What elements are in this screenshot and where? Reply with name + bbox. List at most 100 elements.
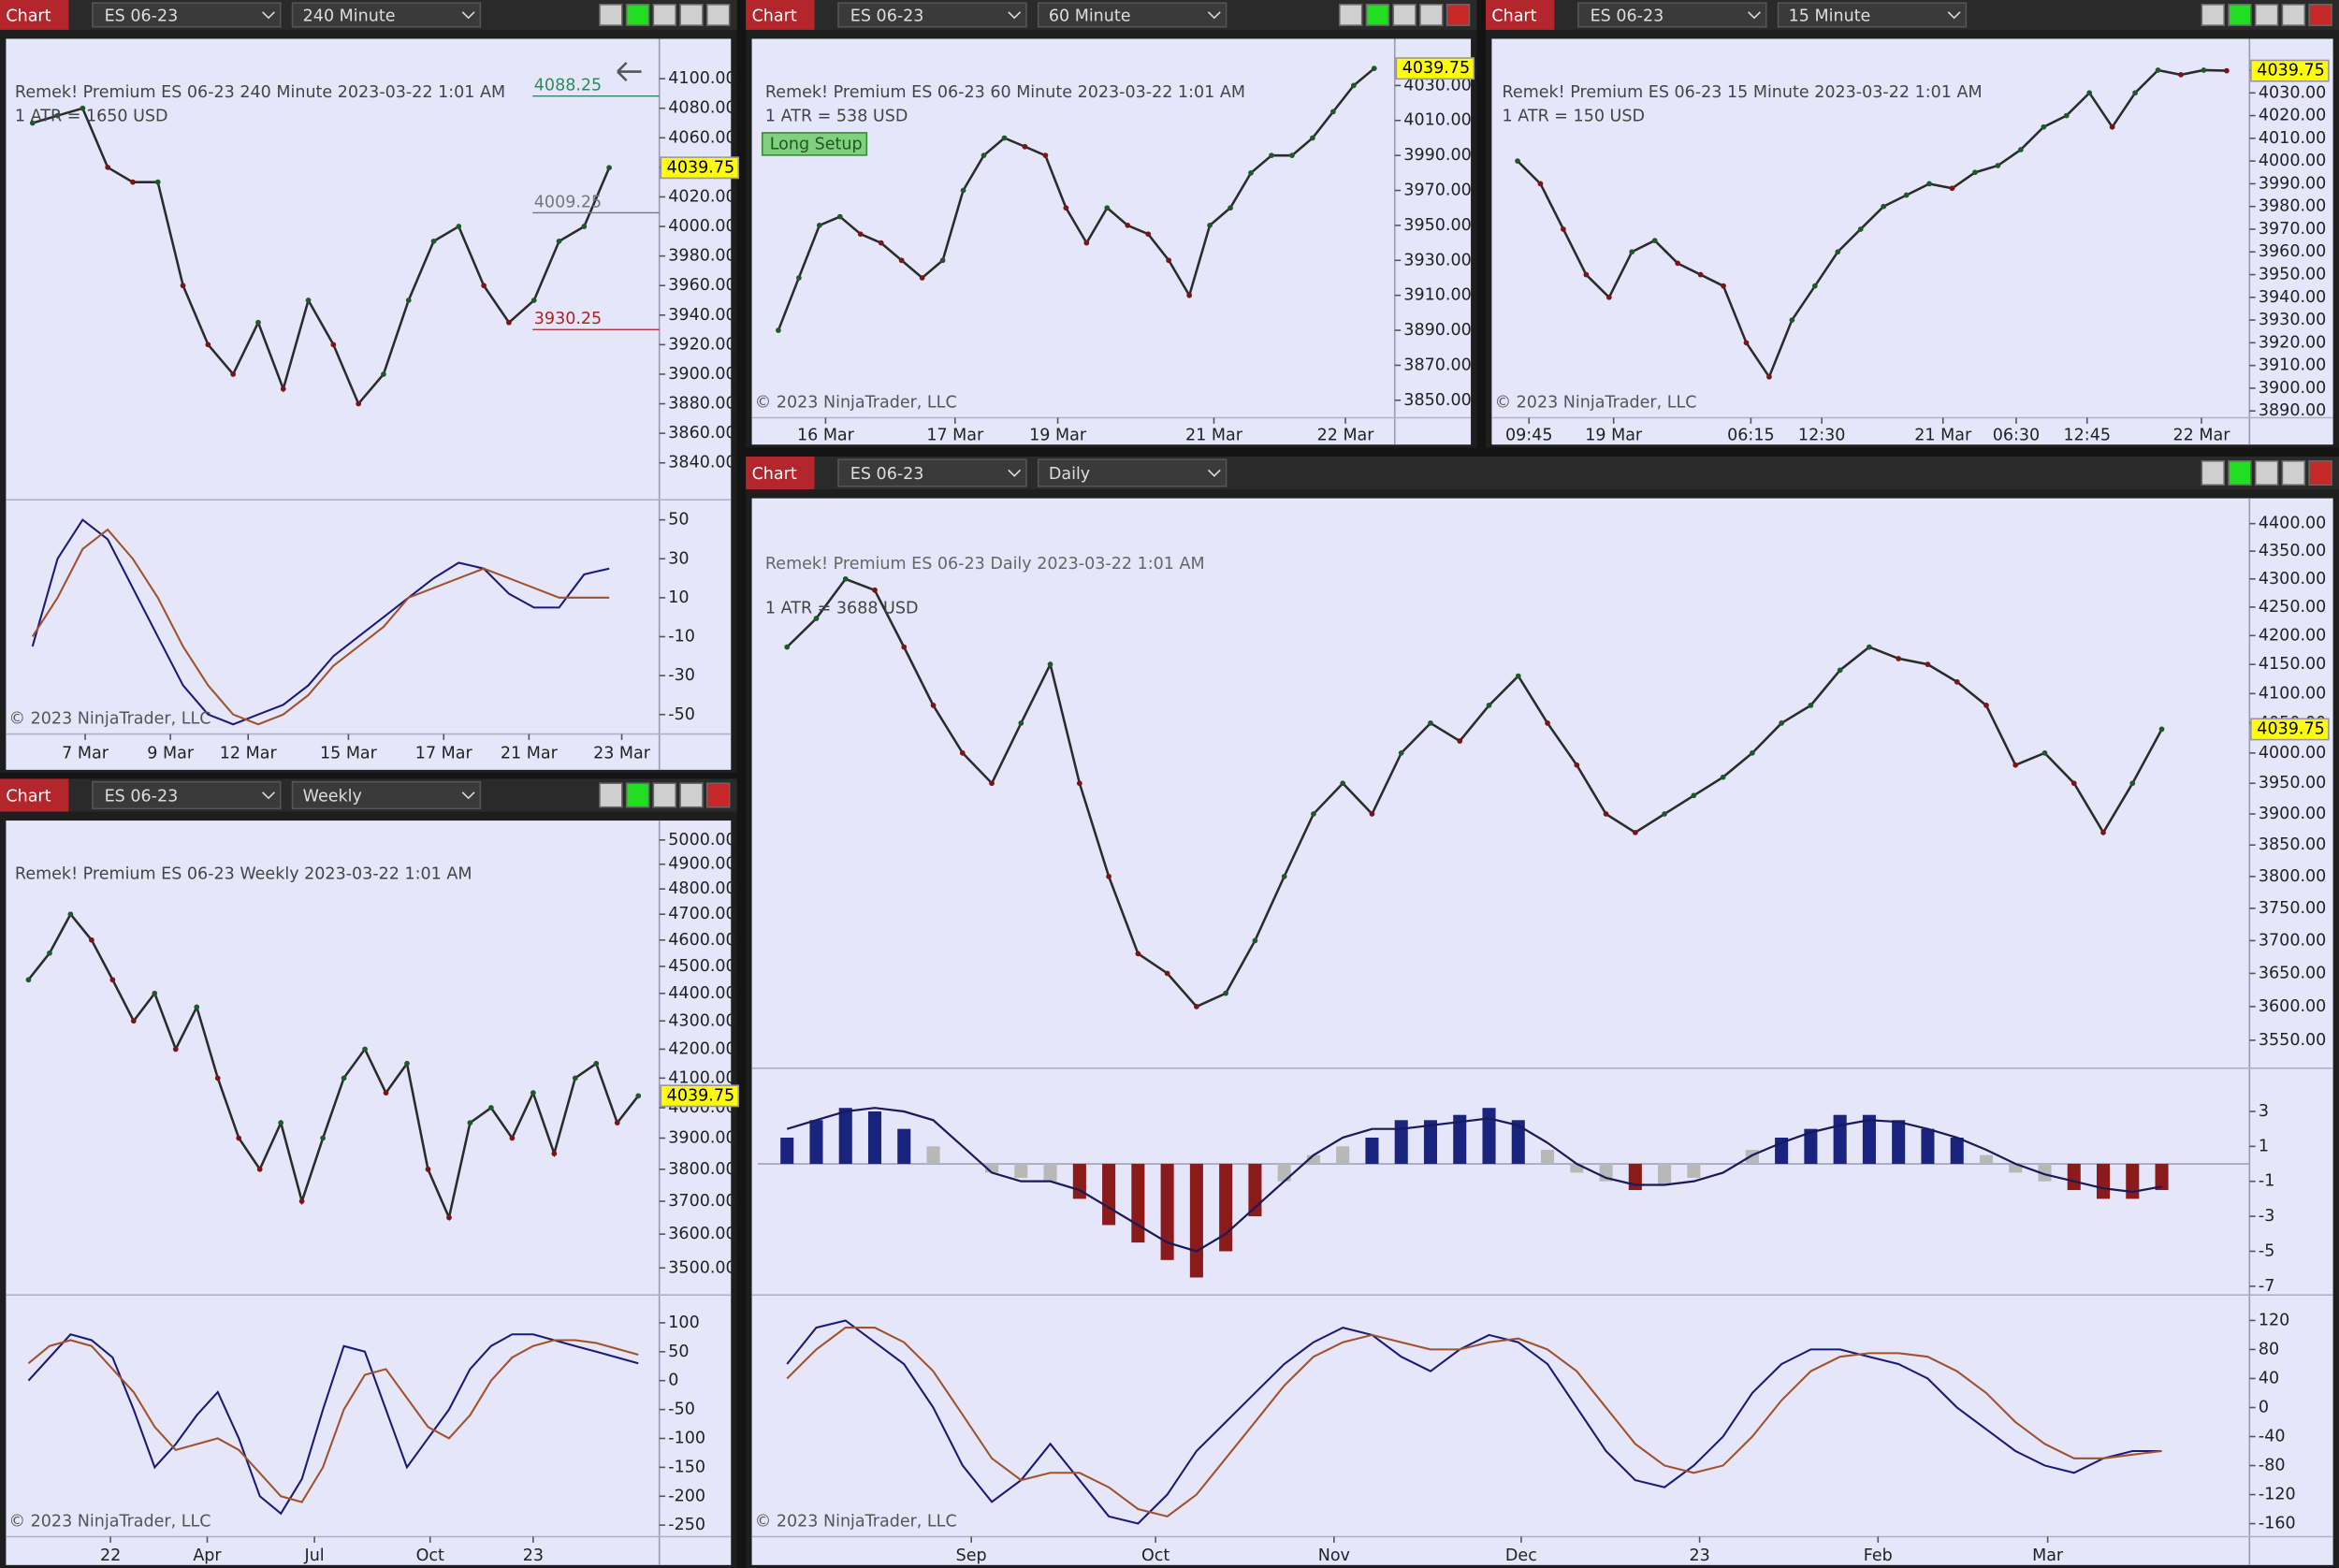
instrument-select[interactable] <box>92 2 282 28</box>
window-button[interactable] <box>2201 3 2226 26</box>
y-tick-label: -50 <box>668 705 695 724</box>
price-point <box>47 950 52 956</box>
price-point <box>1574 762 1580 768</box>
series-line <box>786 1319 2162 1525</box>
y-tick-label: 4080.00 <box>668 99 735 118</box>
price-point <box>2155 67 2161 73</box>
instrument-label: ES 06-23 <box>850 7 924 26</box>
y-tick-label: 4500.00 <box>668 957 735 976</box>
atr-label: 1 ATR = 150 USD <box>1503 107 1645 125</box>
y-tick-label: 3980.00 <box>2259 197 2326 216</box>
x-tick-label: Dec <box>1505 1546 1537 1565</box>
y-tick-label: 4100.00 <box>668 69 735 88</box>
histogram-bar <box>1394 1120 1408 1165</box>
y-tick-label: -40 <box>2259 1427 2286 1445</box>
price-point <box>2041 749 2048 756</box>
histogram-bar <box>809 1120 823 1165</box>
window-button[interactable] <box>2201 459 2226 486</box>
copyright: © 2023 NinjaTrader, LLC <box>9 1513 211 1532</box>
last-price-label: 4039.75 <box>667 158 734 177</box>
histogram-bar <box>1892 1120 1906 1165</box>
instrument-select[interactable] <box>837 458 1027 487</box>
price-point <box>89 936 94 943</box>
window-button[interactable] <box>625 3 650 26</box>
window-button[interactable] <box>679 782 704 808</box>
window-button[interactable] <box>705 782 731 808</box>
price-point <box>172 1046 179 1053</box>
window-button[interactable] <box>2308 459 2332 486</box>
window-button[interactable] <box>1338 3 1363 26</box>
window-button[interactable] <box>2281 459 2306 486</box>
interval-select[interactable] <box>1037 458 1228 487</box>
interval-select[interactable] <box>1037 2 1228 28</box>
x-tick-label: Oct <box>1141 1546 1170 1565</box>
price-point <box>255 319 261 326</box>
y-tick-label: 4030.00 <box>2259 83 2326 102</box>
instrument-select[interactable] <box>92 780 282 810</box>
y-tick-label: 4100.00 <box>2259 684 2326 703</box>
window-button[interactable] <box>2308 3 2332 26</box>
y-tick-label: 80 <box>2259 1340 2279 1358</box>
window-button[interactable] <box>705 3 731 26</box>
window-button[interactable] <box>2228 459 2252 486</box>
chart-tab <box>1486 0 1555 30</box>
window-button[interactable] <box>2254 459 2279 486</box>
price-point <box>959 749 966 756</box>
window-button[interactable] <box>2281 3 2306 26</box>
interval-select[interactable] <box>291 780 482 810</box>
histogram-bar <box>1277 1164 1291 1182</box>
back-arrow-icon[interactable] <box>617 62 642 82</box>
dropdown-arrow <box>1008 469 1022 477</box>
price-point <box>362 1046 368 1053</box>
price-point <box>425 1166 431 1172</box>
histogram-bar <box>1570 1164 1584 1173</box>
window-button[interactable] <box>1365 3 1390 26</box>
price-point <box>593 1060 600 1067</box>
price-point <box>1145 231 1152 238</box>
price-point <box>356 400 362 407</box>
window-button[interactable] <box>679 3 704 26</box>
last-price-label: 4039.75 <box>667 1086 734 1105</box>
dropdown-arrow <box>262 791 275 800</box>
series-line <box>27 911 640 1222</box>
instrument-select[interactable] <box>1577 2 1767 28</box>
histogram-bar <box>1511 1120 1525 1165</box>
y-tick-label: 4010.00 <box>1403 111 1471 130</box>
y-tick-label: 1 <box>2259 1137 2269 1155</box>
price-point <box>1457 738 1463 744</box>
price-point <box>383 1090 389 1096</box>
window-button[interactable] <box>1446 3 1471 26</box>
window-button[interactable] <box>2254 3 2279 26</box>
price-point <box>2070 780 2077 787</box>
histogram-bar <box>1219 1164 1233 1252</box>
price-point <box>152 990 158 996</box>
window-button[interactable] <box>599 3 623 26</box>
window-button[interactable] <box>1392 3 1416 26</box>
window-button[interactable] <box>625 782 650 808</box>
price-point <box>1662 811 1667 817</box>
price-point <box>488 1105 494 1111</box>
histogram-bar <box>926 1146 940 1165</box>
price-point <box>2178 71 2184 78</box>
window-button[interactable] <box>599 782 623 808</box>
interval-select[interactable] <box>1777 2 1968 28</box>
window-button[interactable] <box>1419 3 1444 26</box>
y-tick-label: 4400.00 <box>2259 515 2326 533</box>
window-button[interactable] <box>652 3 677 26</box>
dropdown-arrow <box>1748 11 1761 20</box>
price-point <box>381 371 386 377</box>
y-tick-label: 3910.00 <box>2259 356 2326 375</box>
instrument-select[interactable] <box>837 2 1027 28</box>
chart-title: Remek! Premium ES 06-23 Weekly 2023-03-2… <box>15 864 472 883</box>
histogram-bar <box>1043 1164 1057 1182</box>
price-point <box>405 298 412 303</box>
histogram-bar <box>1336 1146 1350 1165</box>
y-tick-label: 3900.00 <box>668 365 735 384</box>
window-button[interactable] <box>2228 3 2252 26</box>
price-point <box>256 1166 263 1172</box>
interval-select[interactable] <box>291 2 482 28</box>
window-button[interactable] <box>652 782 677 808</box>
y-tick-label: 4020.00 <box>668 187 735 206</box>
histogram-bar <box>1102 1164 1116 1226</box>
x-tick-label: 19 Mar <box>1585 427 1643 445</box>
